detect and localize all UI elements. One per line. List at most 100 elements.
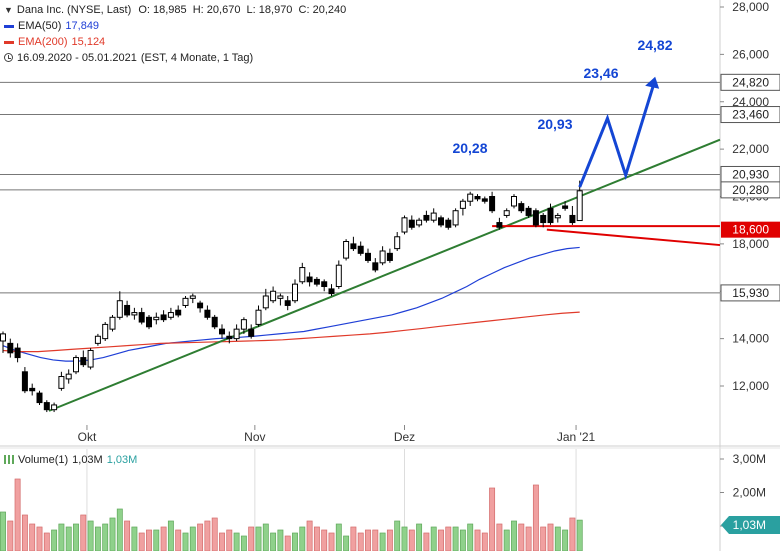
volume-bar [313,526,320,551]
candle-body [525,207,532,216]
support-line-sloped [546,228,721,247]
level-label: 24,820 [732,75,769,89]
volume-bar [94,526,101,551]
y-tick-label: 28,000 [732,0,769,14]
level-label-box [720,284,780,302]
volume-bar [270,532,277,551]
level-label-box [720,181,780,199]
candle-body [233,328,240,340]
candle-body [65,373,72,380]
candle-body [313,278,320,285]
candle-body [182,297,189,306]
forecast-path [578,82,656,188]
volume-bar [306,520,313,551]
volume-bar [489,487,496,551]
collapse-chevron-icon[interactable]: ▼ [4,5,13,15]
candle-body [29,387,36,392]
legend-volume: Volume(1) 1,03M 1,03M [4,454,137,466]
candle-body [569,214,576,224]
volume-bar [0,511,6,551]
ohlc-values: O: 18,985 H: 20,670 L: 18,970 C: 20,240 [138,4,347,16]
candle-body [445,219,452,228]
candle-body [167,312,174,318]
volume-bar [80,514,87,551]
volume-bar [124,520,131,551]
candle-body [350,243,357,250]
volume-bar [211,517,218,551]
ema200-line [2,311,580,353]
candle-body [554,214,561,219]
volume-bar [438,529,444,551]
volume-bar [7,520,14,551]
candle-body [306,276,313,283]
volume-bars [0,478,583,551]
vol-tick-label: 2,00M [733,486,766,500]
candle-body [532,210,539,226]
candle-body [73,357,79,373]
x-tick-label: Dez [394,430,415,444]
price-axis: 12,00014,00016,00018,00020,00022,00024,0… [720,0,780,534]
candle-body [408,219,415,228]
support-label: 18,600 [732,223,769,237]
volume-bar [576,519,583,551]
volume-bar [189,526,196,551]
volume-bar [262,523,269,551]
volume-bar [532,484,539,551]
volume-label: Volume(1) [18,454,69,466]
volume-bar [569,517,576,551]
candle-body [474,196,481,200]
volume-bar [116,508,123,551]
volume-bar [423,532,430,551]
candle-body [124,304,131,316]
volume-bar [73,523,79,551]
volume-bar [321,529,328,551]
volume-bar [547,523,554,551]
candle-body [386,252,393,261]
candle-body [36,392,43,404]
candle-body [481,198,488,202]
candles [0,180,583,413]
volume-bar [335,523,342,551]
volume-bar [102,523,109,551]
volume-bar [474,529,481,551]
volume-bar [29,523,36,551]
candle-body [394,236,401,250]
trendline [48,138,721,412]
candle-body [423,214,430,221]
volume-bar [379,532,386,551]
volume-bar [416,523,423,551]
symbol-label: Dana Inc. (NYSE, Last) [16,4,132,16]
candle-body [284,300,291,306]
volume-bar [445,526,452,551]
volume-bar [138,532,145,551]
candle-body [94,335,101,344]
range-detail: (EST, 4 Monate, 1 Tag) [140,52,254,64]
volume-bar [299,526,306,551]
candle-body [452,210,459,226]
candle-body [489,196,496,212]
candle-body [138,312,145,323]
candle-body [430,212,437,221]
candle-body [328,288,335,295]
volume-bar [343,535,350,551]
indicator-lines [2,138,721,412]
candle-body [14,347,21,359]
volume-bar [496,523,503,551]
candle-body [511,196,517,207]
candle-body [160,314,167,321]
volume-bar [153,529,160,551]
vol-current-box [721,515,780,534]
x-tick-label: Jan '21 [557,430,596,444]
volume-bar [51,529,58,551]
volume-bar [401,526,408,551]
candle-body [175,309,182,316]
candle-body [321,281,328,288]
candle-body [343,241,350,259]
candle-body [0,333,6,342]
candle-body [299,267,306,283]
candle-body [102,323,109,340]
candle-body [270,290,277,302]
y-tick-label: 18,000 [732,237,769,251]
